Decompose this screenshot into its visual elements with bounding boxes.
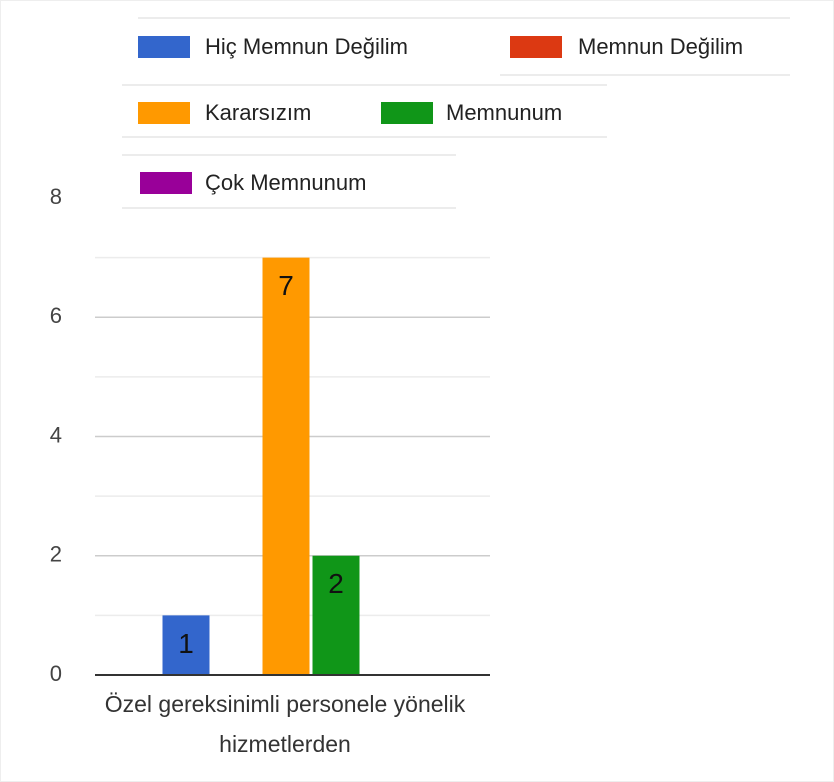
y-tick-label: 2 xyxy=(50,542,62,567)
y-tick-label: 0 xyxy=(50,661,62,686)
legend-label: Memnunum xyxy=(446,100,562,125)
legend-label: Çok Memnunum xyxy=(205,170,366,195)
legend-label: Memnun Değilim xyxy=(578,34,743,59)
y-tick-label: 4 xyxy=(50,422,62,447)
legend-swatch xyxy=(381,102,433,124)
bar xyxy=(162,615,210,675)
legend-swatch xyxy=(138,36,190,58)
legend-frame xyxy=(122,17,790,209)
data-label: 1 xyxy=(178,628,194,659)
legend-label: Hiç Memnun Değilim xyxy=(205,34,408,59)
bar xyxy=(312,555,360,675)
legend-swatch xyxy=(138,102,190,124)
legend-swatch xyxy=(510,36,562,58)
y-tick-label: 6 xyxy=(50,303,62,328)
y-tick-label: 8 xyxy=(50,184,62,209)
x-tick-label: Özel gereksinimli personele yönelik hizm… xyxy=(104,691,466,757)
data-label: 7 xyxy=(278,270,294,301)
data-label: 2 xyxy=(328,568,344,599)
legend-swatch xyxy=(140,172,192,194)
legend-label: Kararsızım xyxy=(205,100,311,125)
bar xyxy=(262,257,310,675)
